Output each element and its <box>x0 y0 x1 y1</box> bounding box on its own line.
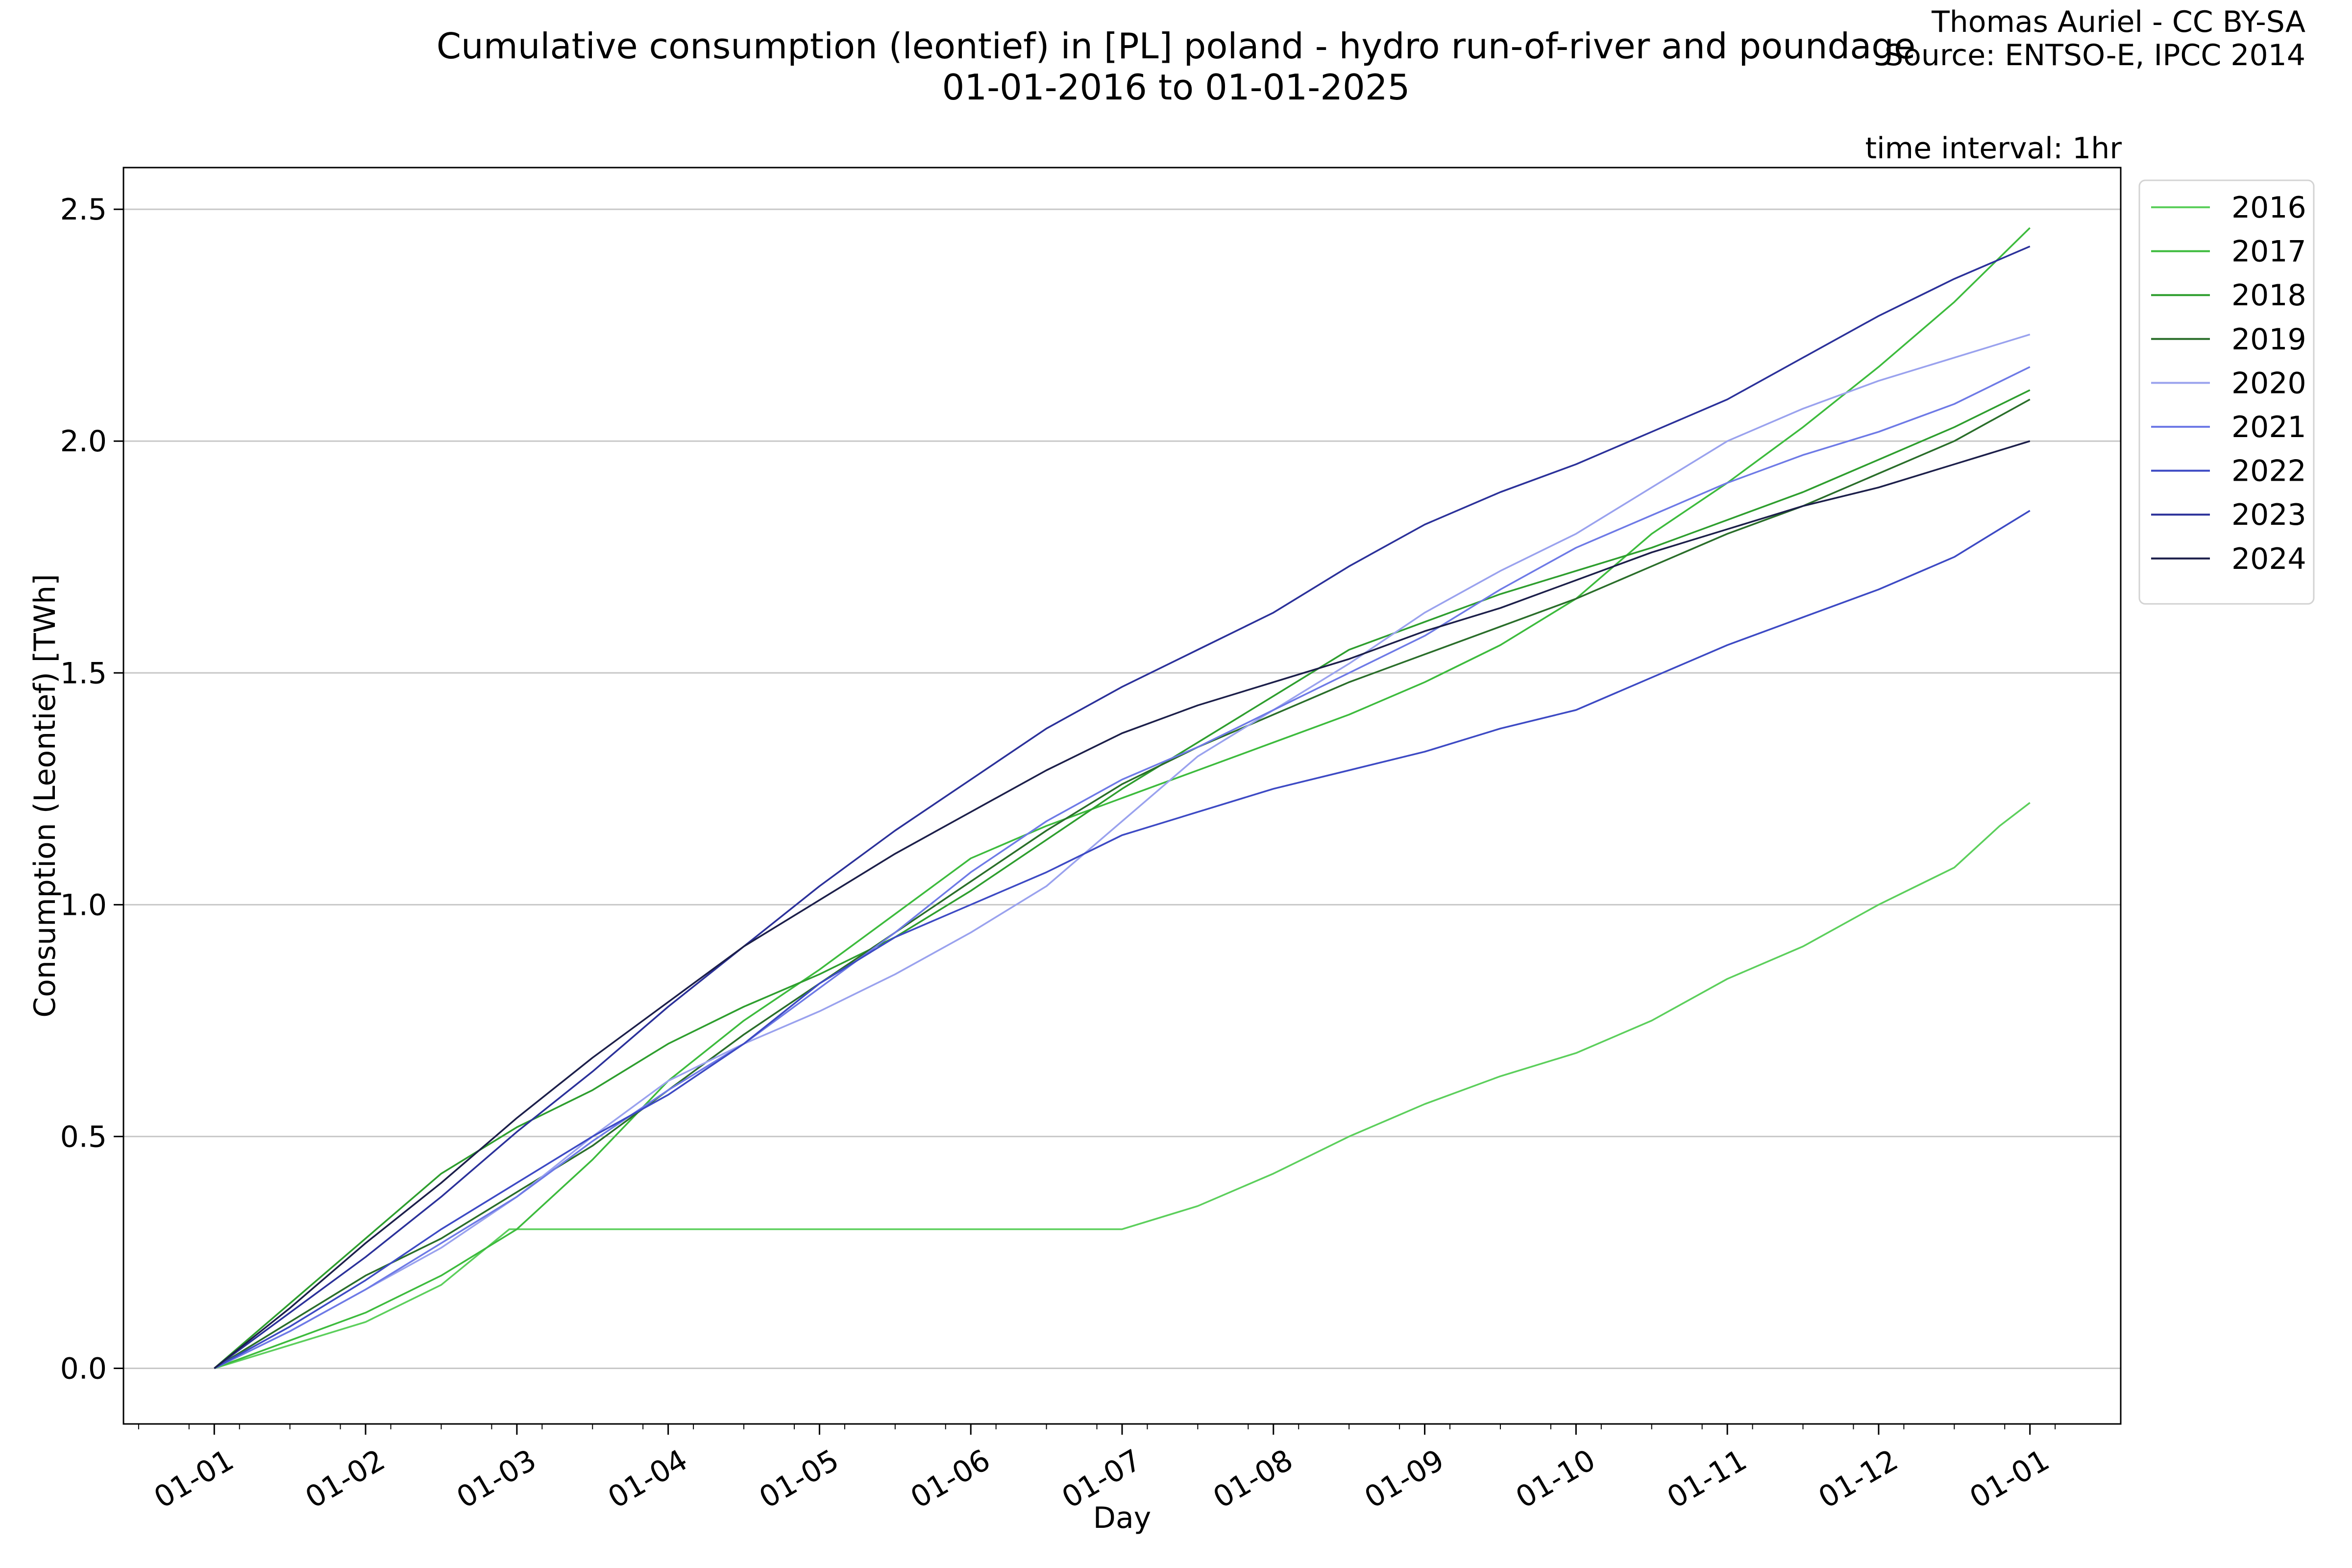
legend-label: 2016 <box>2231 191 2306 225</box>
series-line-2024 <box>214 440 2031 1369</box>
y-tick-label: 2.0 <box>60 424 107 459</box>
series-line-2016 <box>214 802 2031 1370</box>
series-lines <box>214 227 2031 1370</box>
grid-lines <box>123 208 2121 1369</box>
y-axis-ticks: 0.0 0.5 1.0 1.5 2.0 2.5 <box>60 193 123 1386</box>
time-interval-label: time interval: 1hr <box>1865 131 2122 166</box>
legend: 2016 2017 2018 2019 2020 2021 2022 2023 2024 <box>2138 179 2315 605</box>
series-line-2021 <box>214 366 2031 1370</box>
series-line-2019 <box>214 398 2031 1369</box>
y-axis-label: Consumption (Leontief) [TWh] <box>28 574 62 1017</box>
series-line-2017 <box>214 227 2031 1370</box>
legend-label: 2024 <box>2231 542 2306 576</box>
x-tick-label: 01-12 <box>1813 1443 1904 1515</box>
series-line-2020 <box>214 333 2031 1370</box>
plot-frame <box>122 167 2122 1425</box>
legend-box <box>2138 179 2315 605</box>
legend-label: 2018 <box>2231 278 2306 313</box>
legend-label: 2017 <box>2231 235 2306 269</box>
chart-title-line2: 01-01-2016 to 01-01-2025 <box>942 67 1410 108</box>
x-tick-label: 01-11 <box>1662 1443 1753 1515</box>
x-tick-label: 01-09 <box>1359 1443 1450 1515</box>
x-tick-label: 01-01 <box>1964 1443 2055 1515</box>
y-tick-label: 0.5 <box>60 1120 107 1154</box>
x-tick-label: 01-01 <box>148 1443 240 1515</box>
x-tick-label: 01-06 <box>905 1443 996 1515</box>
x-tick-label: 01-08 <box>1207 1443 1298 1515</box>
legend-label: 2023 <box>2231 498 2306 532</box>
series-line-2023 <box>214 245 2031 1369</box>
y-tick-label: 0.0 <box>60 1351 107 1386</box>
legend-label: 2020 <box>2231 366 2306 400</box>
legend-label: 2021 <box>2231 410 2306 444</box>
x-tick-label: 01-02 <box>300 1443 391 1515</box>
legend-label: 2019 <box>2231 322 2306 357</box>
chart-title-line1: Cumulative consumption (leontief) in [PL… <box>436 25 1916 67</box>
x-tick-label: 01-10 <box>1510 1443 1601 1515</box>
credit-source: Source: ENTSO-E, IPCC 2014 <box>1885 38 2305 73</box>
x-tick-label: 01-05 <box>754 1443 845 1515</box>
x-tick-label: 01-03 <box>451 1443 542 1515</box>
legend-label: 2022 <box>2231 454 2306 489</box>
series-line-2018 <box>214 389 2031 1369</box>
credit-author: Thomas Auriel - CC BY-SA <box>1932 5 2305 39</box>
y-tick-label: 1.0 <box>60 888 107 922</box>
x-tick-label: 01-04 <box>602 1443 693 1515</box>
x-axis-label: Day <box>1093 1501 1151 1535</box>
y-tick-label: 2.5 <box>60 193 107 227</box>
series-line-2022 <box>214 510 2031 1370</box>
y-tick-label: 1.5 <box>60 656 107 690</box>
